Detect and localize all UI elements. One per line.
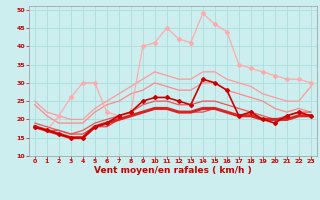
X-axis label: Vent moyen/en rafales ( km/h ): Vent moyen/en rafales ( km/h ) — [94, 166, 252, 175]
